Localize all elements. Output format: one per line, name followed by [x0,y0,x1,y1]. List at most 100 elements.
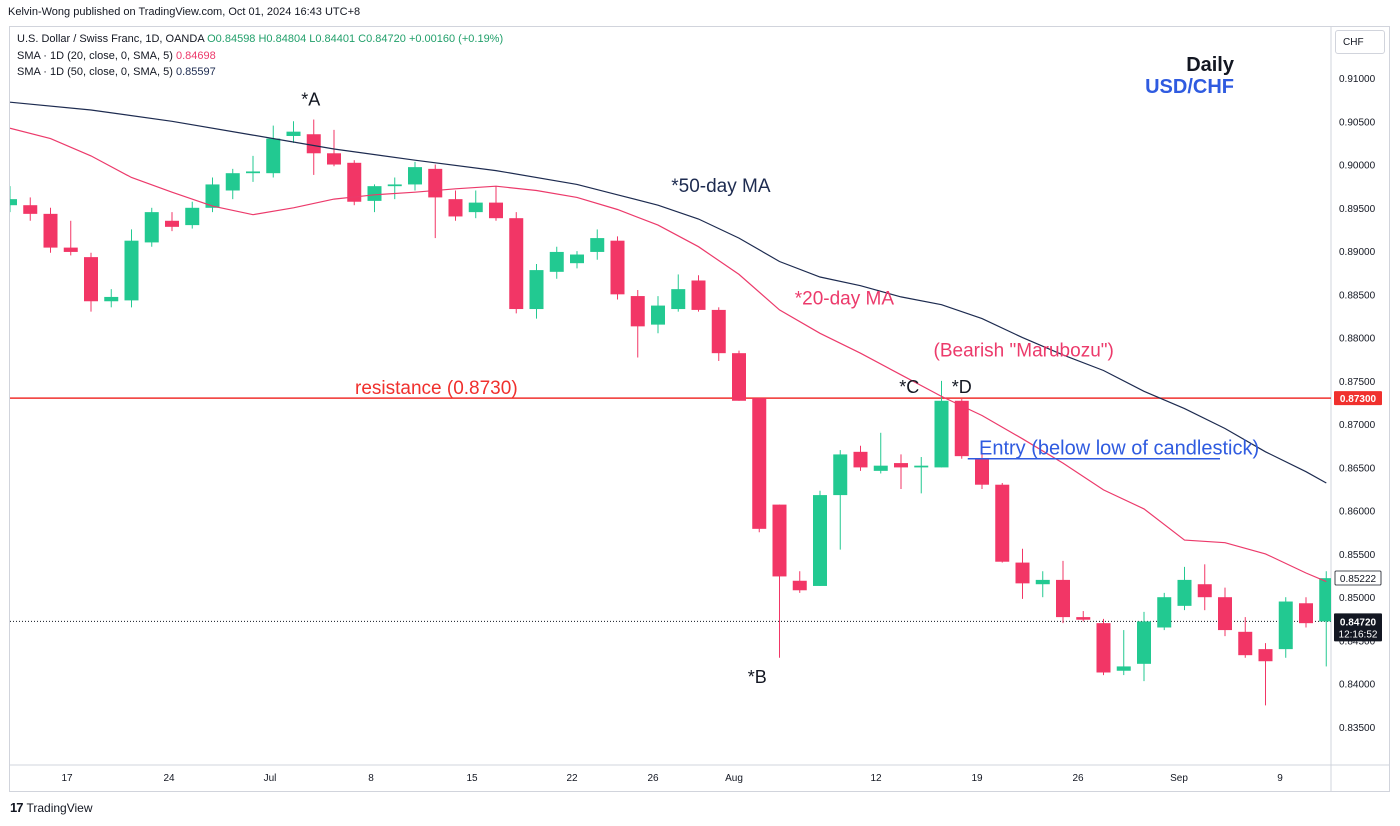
candle-body [63,247,78,252]
svg-text:0.85222: 0.85222 [1340,574,1377,585]
candle [489,186,503,221]
candle [1056,560,1070,624]
candle [1177,566,1192,611]
price-tick-label: 0.84500 [1339,636,1376,647]
candle-body [894,463,908,468]
candle [549,246,564,279]
candle-body [23,205,38,214]
candle [894,454,908,490]
candle-body [1116,666,1131,671]
candle [570,251,584,269]
candle-body [10,199,17,206]
currency-button[interactable]: CHF [1335,30,1385,54]
candle [671,274,686,312]
candle [10,186,17,213]
candle [772,504,787,658]
candle [1218,587,1232,637]
candle-body [1218,597,1232,631]
legend-symbol: U.S. Dollar / Swiss Franc, 1D, OANDA [17,33,205,45]
candle [1299,597,1313,628]
candle [347,160,362,206]
candle-body [590,238,605,252]
candle [84,252,98,312]
candle-body [225,173,240,191]
candle-body [1238,631,1253,656]
candle-body [104,296,119,302]
candle [327,129,341,167]
candle-body [752,398,767,529]
candle [1157,592,1172,631]
candle-body [1137,621,1151,664]
candle [1076,611,1091,622]
legend-sma50-value: 0.85597 [175,66,216,78]
candle-body [84,257,98,302]
time-tick-label: 19 [971,773,983,784]
symbol-title: USD/CHF [1145,76,1234,98]
candle [1096,618,1111,676]
candle [387,177,402,200]
time-tick-label: 26 [1072,773,1084,784]
candle [1197,564,1212,611]
time-tick-label: 26 [647,773,659,784]
candle [225,168,240,200]
svg-text:0.87300: 0.87300 [1340,394,1377,405]
legend-ohlc: O0.84598 H0.84804 L0.84401 C0.84720 +0.0… [207,33,504,45]
candle-body [630,296,645,327]
candle-body [1035,579,1050,585]
candle-body [185,207,200,226]
candle [1278,597,1293,658]
candle-body [489,202,503,219]
candle-body [165,220,179,227]
candle-body [327,153,341,165]
time-tick-label: Jul [264,773,277,784]
legend-sma50-label: SMA · 1D (50, close, 0, SMA, 5) [17,66,173,78]
annotation-b: *B [748,667,767,687]
candle-body [205,184,220,208]
candle-body [833,454,848,496]
tradingview-brand[interactable]: TradingView [26,800,93,815]
candle [1258,643,1273,706]
price-tick-label: 0.83500 [1339,723,1376,734]
candle-body [124,240,139,301]
price-axis: 0.91000 0.90500 0.90000 0.89500 0.89000 0.885… [1339,74,1376,734]
candle-body [954,400,969,457]
candle [1238,617,1253,658]
sma20-line [10,127,1327,583]
time-tick-label: Aug [725,773,743,784]
candle [509,212,524,314]
candle [1035,571,1050,598]
candle-body [144,212,159,243]
sma20-price-tag: 0.85222 [1334,570,1382,586]
candle [306,119,321,175]
candle-body [934,400,949,468]
time-axis: 17 24 Jul 8 15 22 26 Aug 12 19 26 Sep 9 [61,773,1283,784]
price-tick-label: 0.85500 [1339,550,1376,561]
plot-area [10,101,1331,706]
price-tick-label: 0.89000 [1339,247,1376,258]
candle-body [347,162,362,202]
candle-body [1258,649,1273,662]
candle [144,207,159,247]
candle-body [671,289,686,310]
resistance-label: resistance (0.8730) [355,378,518,399]
current-price-value: 0.84720 [1340,617,1377,628]
candle [792,571,807,593]
candle-body [1299,603,1313,624]
candle-body [792,580,807,591]
candle-body [914,465,929,468]
legend-symbol-row: U.S. Dollar / Swiss Franc, 1D, OANDA O0.… [17,33,503,45]
candle [1015,548,1030,599]
sma50-line [10,101,1327,484]
chart-frame[interactable] [9,26,1390,792]
tradingview-logo-icon[interactable]: 17 [10,800,24,815]
price-tick-label: 0.88000 [1339,334,1376,345]
candle [914,457,929,494]
time-tick-label: 22 [566,773,578,784]
candle [651,296,665,334]
legend-sma50-row: SMA · 1D (50, close, 0, SMA, 5) 0.85597 [17,66,216,78]
candle-body [651,305,665,325]
candle-body [610,240,625,295]
candle-body [853,451,868,468]
candle-body [1096,623,1111,673]
